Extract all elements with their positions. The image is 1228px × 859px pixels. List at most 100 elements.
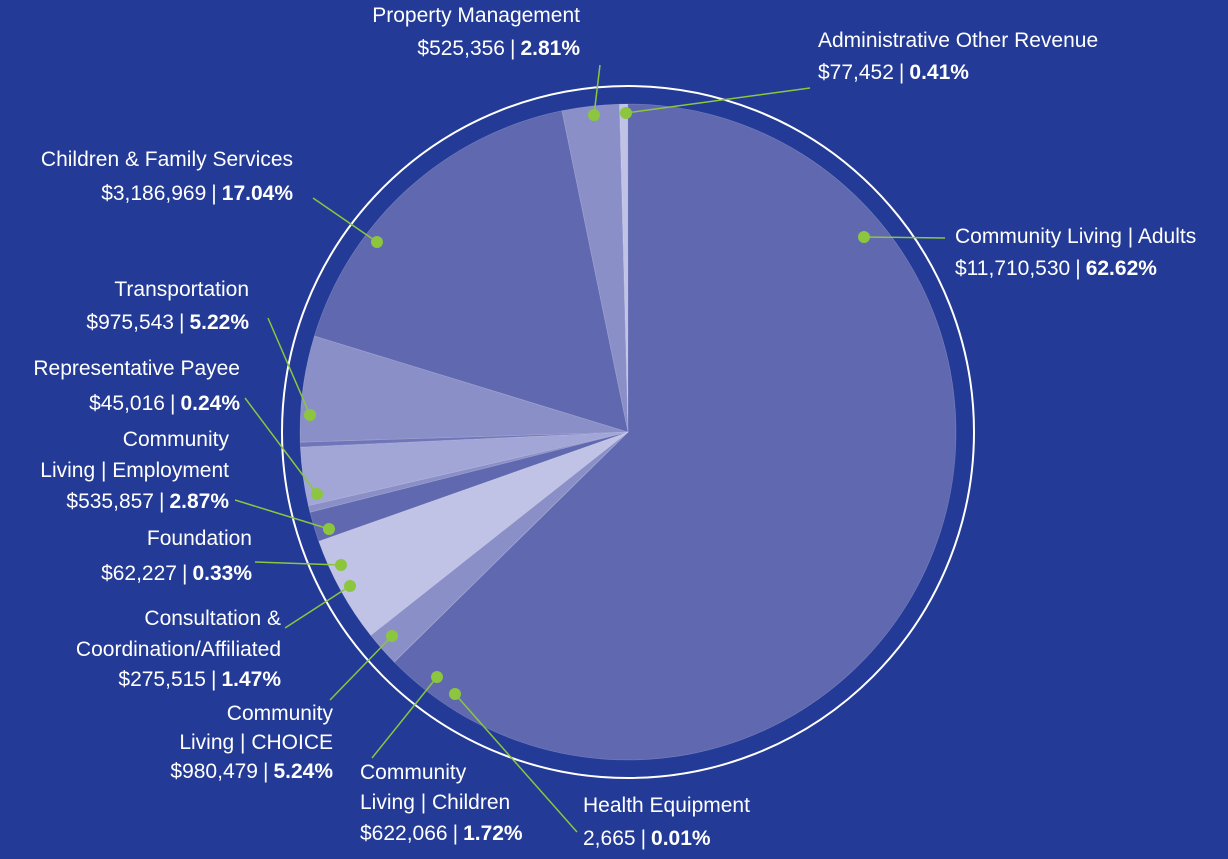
slice-label: Community (360, 761, 467, 784)
separator: | (899, 61, 904, 84)
leader-dot (304, 409, 316, 421)
outer-ring (281, 85, 975, 779)
slice-label: Representative Payee (33, 357, 240, 380)
slice-label: Living | Employment (40, 459, 229, 482)
separator: | (453, 822, 458, 845)
separator: | (170, 392, 175, 415)
separator: | (211, 668, 216, 691)
amount: $975,543 (86, 311, 174, 334)
slice-label: Coordination/Affiliated (76, 638, 281, 661)
slice-label: Consultation & (144, 607, 281, 630)
leader-dot (311, 488, 323, 500)
slice-amount: $975,543 | 5.22% (86, 311, 249, 334)
percent: 1.72% (463, 822, 523, 845)
leader-dot (588, 109, 600, 121)
slice-label: Administrative Other Revenue (818, 29, 1098, 52)
slice-amount: $62,227 | 0.33% (101, 562, 252, 585)
separator: | (263, 760, 268, 783)
leader-line (267, 317, 311, 416)
leader-dot (449, 688, 461, 700)
leader-line (454, 693, 578, 833)
amount: $3,186,969 (101, 182, 206, 205)
leader-line (254, 561, 342, 566)
separator: | (510, 37, 515, 60)
separator: | (159, 490, 164, 513)
slice-amount: $3,186,969 | 17.04% (101, 182, 293, 205)
amount: $11,710,530 (955, 257, 1070, 280)
pie-slice (619, 103, 629, 433)
leader-line (863, 236, 946, 239)
pie-slice (370, 431, 629, 663)
leader-dot (344, 580, 356, 592)
leader-line (371, 676, 438, 759)
percent: 0.33% (192, 562, 252, 585)
leader-line (625, 87, 811, 114)
leader-dot (386, 630, 398, 642)
separator: | (641, 827, 646, 850)
percent: 2.81% (520, 37, 580, 60)
slice-amount: $275,515 | 1.47% (118, 668, 281, 691)
leader-line (244, 397, 318, 495)
pie-slice (561, 103, 629, 433)
amount: $62,227 (101, 562, 177, 585)
amount: $77,452 (818, 61, 894, 84)
amount: $980,479 (170, 760, 258, 783)
separator: | (1075, 257, 1080, 280)
slice-amount: $11,710,530 | 62.62% (955, 257, 1157, 280)
pie-slice (308, 431, 629, 513)
separator: | (179, 311, 184, 334)
pie-slice (393, 431, 629, 663)
amount: 2,665 (583, 827, 636, 850)
leader-dot (323, 523, 335, 535)
slice-amount: $45,016 | 0.24% (89, 392, 240, 415)
leader-line (312, 197, 378, 243)
leader-line (593, 64, 601, 116)
slice-label: Transportation (114, 278, 249, 301)
percent: 0.01% (651, 827, 711, 850)
slice-label: Children & Family Services (41, 148, 293, 171)
percent: 0.24% (180, 392, 240, 415)
leader-dot (431, 671, 443, 683)
leader-line (234, 499, 330, 530)
percent: 5.24% (273, 760, 333, 783)
leader-line (284, 585, 351, 629)
slice-amount: $77,452 | 0.41% (818, 61, 969, 84)
slice-amount: $535,857 | 2.87% (66, 490, 229, 513)
amount: $45,016 (89, 392, 165, 415)
slice-label: Community Living | Adults (955, 225, 1196, 248)
percent: 0.41% (909, 61, 969, 84)
leader-dot (858, 231, 870, 243)
slice-label: Foundation (147, 527, 252, 550)
slice-label: Property Management (372, 4, 580, 27)
slice-amount: $980,479 | 5.24% (170, 760, 333, 783)
percent: 17.04% (222, 182, 294, 205)
percent: 62.62% (1086, 257, 1158, 280)
pie-slice (393, 103, 957, 761)
slice-label: Community (123, 428, 230, 451)
pie-slice (299, 431, 629, 448)
slice-label: Health Equipment (583, 794, 750, 817)
amount: $622,066 (360, 822, 448, 845)
separator: | (211, 182, 216, 205)
separator: | (182, 562, 187, 585)
percent: 5.22% (189, 311, 249, 334)
pie-slice (314, 110, 629, 433)
leader-dot (335, 559, 347, 571)
amount: $535,857 (66, 490, 154, 513)
percent: 2.87% (169, 490, 229, 513)
pie-slice (299, 335, 629, 443)
amount: $525,356 (417, 37, 505, 60)
slice-label: Community (227, 702, 334, 725)
amount: $275,515 (118, 668, 206, 691)
slice-amount: 2,665 | 0.01% (583, 827, 711, 850)
slice-amount: $622,066 | 1.72% (360, 822, 523, 845)
leader-dot (371, 236, 383, 248)
leader-dot (620, 107, 632, 119)
pie-slice (309, 431, 629, 542)
slice-amount: $525,356 | 2.81% (417, 37, 580, 60)
pie-slice (318, 431, 629, 636)
percent: 1.47% (221, 668, 281, 691)
leader-line (329, 635, 393, 701)
slice-label: Living | CHOICE (179, 731, 333, 754)
